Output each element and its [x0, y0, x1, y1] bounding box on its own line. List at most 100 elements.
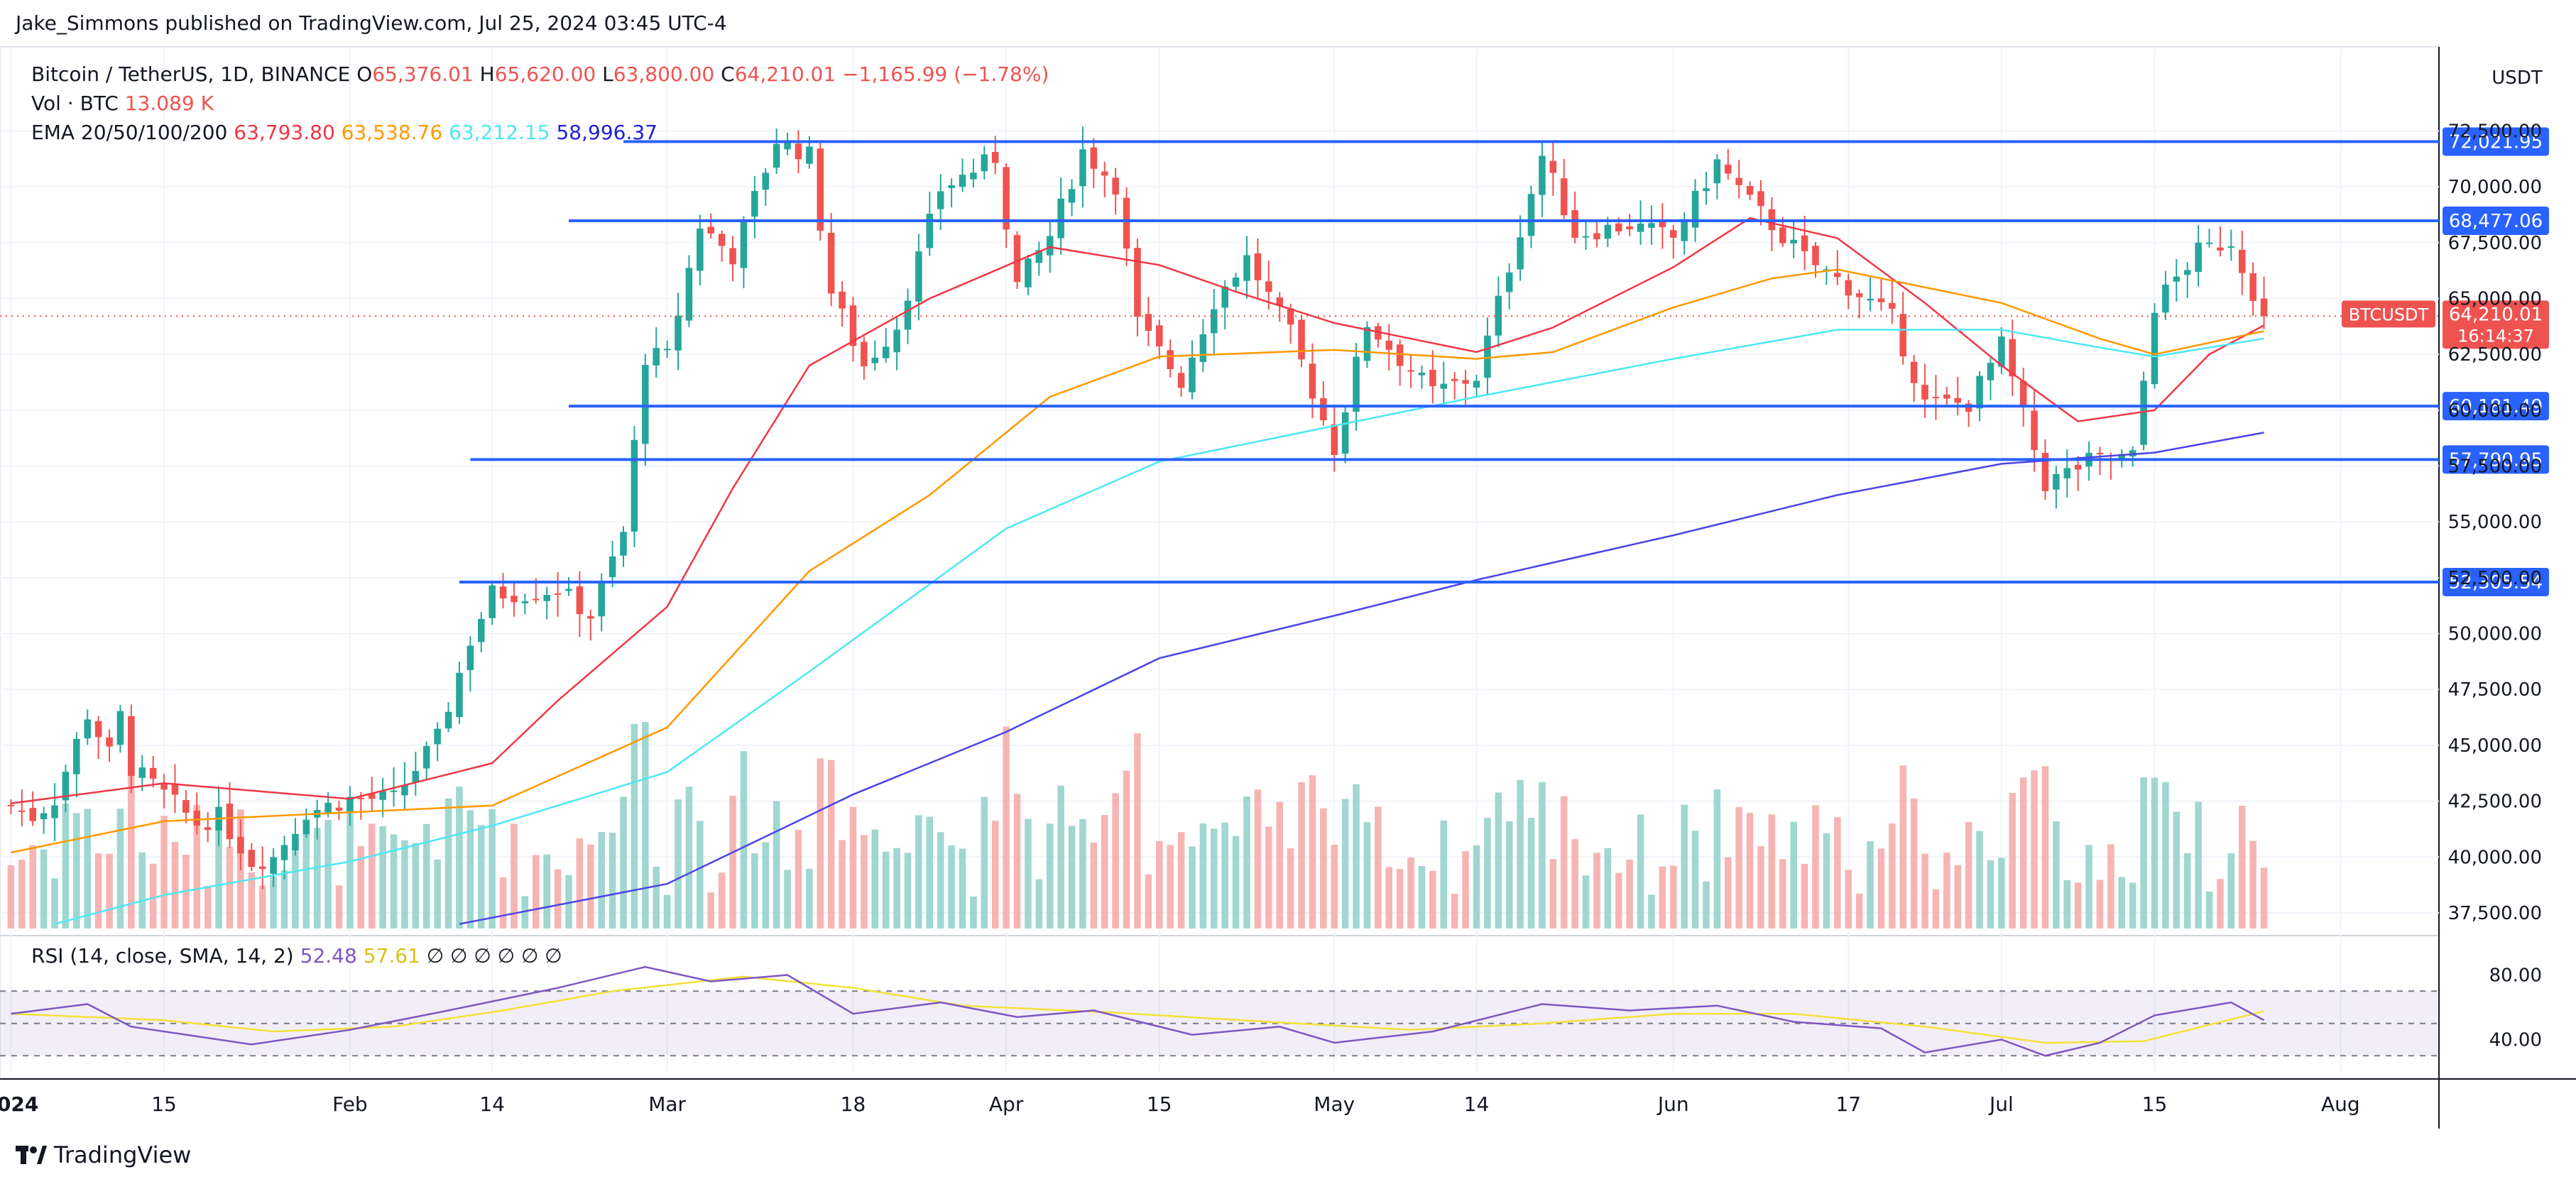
candle-body	[1385, 340, 1393, 350]
y-tick-label: 40,000.00	[2448, 847, 2542, 868]
candle-body	[608, 556, 616, 578]
volume-bar	[1046, 823, 1054, 928]
candle-body	[2195, 242, 2202, 273]
volume-bar	[434, 859, 441, 928]
y-tick-label: 37,500.00	[2448, 903, 2542, 924]
candle-body	[51, 805, 58, 818]
candle-body	[1353, 356, 1360, 412]
volume-bar	[1899, 765, 1906, 928]
volume-bar	[751, 853, 758, 928]
volume-bar	[1484, 818, 1491, 928]
legend-ema100: 63,212.15	[449, 121, 556, 144]
candle-body	[1189, 357, 1196, 393]
candle-body	[1025, 258, 1032, 287]
x-tick-label: 15	[151, 1092, 177, 1116]
candle-body	[543, 594, 550, 601]
candle-body	[1265, 281, 1272, 292]
volume-bar	[1385, 867, 1393, 928]
candle-body	[1757, 191, 1764, 207]
candle-body	[806, 146, 813, 164]
volume-bar	[937, 832, 944, 928]
x-tick-label: 15	[2142, 1092, 2168, 1116]
volume-bar	[861, 835, 868, 928]
candle-body	[1582, 236, 1590, 238]
candle-body	[970, 172, 977, 180]
candle-body	[631, 439, 638, 532]
volume-bar	[2238, 806, 2246, 928]
volume-bar	[401, 840, 408, 928]
legend-h-value: 65,620.00	[495, 62, 602, 86]
volume-bar	[970, 897, 977, 928]
candle-body	[1527, 194, 1535, 236]
candle-body	[1681, 222, 1688, 241]
volume-bar	[270, 876, 277, 928]
candle-body	[280, 845, 288, 860]
candle-body	[587, 615, 594, 619]
ticker-tag-label: BTCUSDT	[2349, 305, 2429, 324]
volume-bar	[40, 849, 48, 928]
volume-bar	[2041, 766, 2049, 928]
candle-body	[401, 784, 408, 796]
legend-rsi-na: ∅	[545, 944, 562, 968]
volume-bar	[1101, 815, 1108, 928]
candle-body	[2162, 284, 2169, 313]
candle-body	[2074, 464, 2082, 470]
volume-bar	[128, 746, 135, 928]
x-tick-label: 18	[841, 1092, 866, 1116]
candle-body	[1779, 227, 1786, 243]
candle-body	[751, 190, 758, 217]
volume-bar	[1834, 817, 1841, 928]
volume-bar	[817, 758, 824, 928]
volume-bar	[7, 865, 15, 928]
volume-bar	[1965, 822, 1972, 928]
ema-line	[459, 432, 2264, 925]
volume-bar	[1265, 826, 1272, 928]
volume-bar	[642, 722, 649, 928]
candle-body	[204, 827, 212, 831]
candle-body	[357, 797, 365, 799]
volume-bar	[1189, 846, 1196, 928]
volume-bar	[839, 840, 846, 928]
candle-body	[499, 586, 507, 598]
volume-bar	[893, 848, 900, 928]
volume-bar	[849, 806, 857, 928]
volume-bars	[7, 722, 2268, 928]
candle-body	[2217, 247, 2224, 251]
volume-bar	[1363, 822, 1371, 928]
candle-body	[116, 711, 124, 745]
x-tick-label: Apr	[989, 1092, 1024, 1116]
candle-body	[729, 248, 736, 265]
candle-body	[1156, 325, 1163, 346]
level-tag-label: 72,021.95	[2449, 131, 2543, 153]
candle-body	[2260, 298, 2268, 317]
candle-body	[1298, 319, 1305, 360]
x-tick-label: Jun	[1657, 1092, 1689, 1116]
candle-body	[2249, 273, 2256, 301]
volume-bar	[773, 801, 780, 928]
volume-bar	[1626, 859, 1633, 928]
volume-bar	[1877, 848, 1885, 928]
x-tick-label: May	[1314, 1092, 1355, 1116]
candle-body	[1921, 385, 1928, 400]
legend-row-rsi: RSI (14, close, SMA, 14, 2) 52.48 57.61 …	[31, 944, 562, 968]
volume-bar	[477, 825, 485, 928]
volume-bar	[2173, 811, 2181, 928]
candle-body	[2031, 410, 2038, 451]
tradingview-brand[interactable]: TradingView	[16, 1141, 191, 1168]
candle-body	[882, 346, 890, 358]
volume-bar	[795, 829, 802, 928]
candle-body	[1211, 309, 1218, 334]
legend-ema-label: EMA 20/50/100/200	[31, 121, 234, 144]
volume-bar	[576, 838, 584, 928]
volume-bar	[948, 845, 955, 928]
volume-bar	[1353, 784, 1360, 928]
volume-bar	[51, 878, 58, 928]
volume-bar	[1517, 779, 1524, 928]
x-tick-label: 17	[1835, 1092, 1861, 1116]
volume-bar	[1418, 866, 1426, 928]
volume-bar	[1724, 857, 1732, 928]
level-tag	[2443, 445, 2549, 474]
y-tick-label: 62,500.00	[2448, 344, 2542, 366]
legend-l-label: L	[602, 62, 613, 86]
